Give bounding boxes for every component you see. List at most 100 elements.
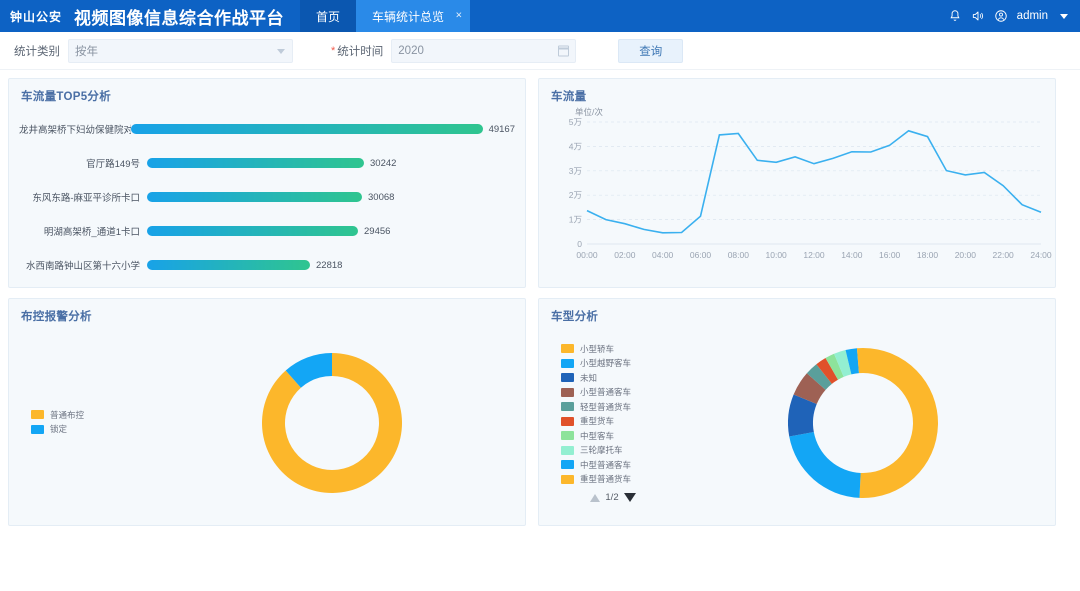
legend-swatch <box>561 474 574 484</box>
chevron-down-icon[interactable] <box>1060 13 1068 19</box>
legend-label: 小型轿车 <box>580 343 615 354</box>
legend-label: 未知 <box>580 372 598 383</box>
donut-slice[interactable] <box>793 373 826 405</box>
legend-label: 中型客车 <box>580 430 615 441</box>
legend-label: 重型货车 <box>580 416 615 427</box>
bar-track: 30068 <box>147 192 515 203</box>
user-name[interactable]: admin <box>1016 10 1048 22</box>
legend-alarm: 普通布控锁定 <box>9 409 139 438</box>
donut-slice[interactable] <box>834 350 852 377</box>
bar-label: 明湖高架桥_通道1卡口 <box>43 227 140 238</box>
query-button[interactable]: 查询 <box>618 38 684 63</box>
donut-slice[interactable] <box>845 348 859 375</box>
bar-row: 龙井高架桥下妇幼保健院对面 49167 <box>19 112 515 146</box>
svg-text:20:00: 20:00 <box>955 250 977 260</box>
donut-slice[interactable] <box>806 364 832 390</box>
legend-swatch <box>561 358 574 368</box>
top-navigation-bar: 钟山公安 视频图像信息综合作战平台 首页 车辆统计总览 × admin <box>0 0 1080 32</box>
legend-swatch <box>561 416 574 426</box>
bar-fill[interactable] <box>147 158 364 168</box>
bell-icon[interactable] <box>948 9 962 23</box>
legend-label: 中型普通客车 <box>580 459 632 470</box>
statistic-category-value: 按年 <box>75 45 98 58</box>
bar-value: 29456 <box>364 225 391 237</box>
calendar-icon <box>558 45 570 56</box>
legend-label: 重型普通货车 <box>580 474 632 485</box>
legend-swatch <box>561 373 574 383</box>
bar-fill[interactable] <box>147 226 358 236</box>
bar-track: 49167 <box>130 123 515 135</box>
user-icon[interactable] <box>994 9 1008 23</box>
svg-text:18:00: 18:00 <box>917 250 939 260</box>
donut-slice[interactable] <box>788 394 817 437</box>
bar-label: 龙井高架桥下妇幼保健院对面 <box>19 125 131 136</box>
donut-slice[interactable] <box>859 348 938 498</box>
bar-value: 22818 <box>316 259 343 271</box>
donut-slice[interactable] <box>825 353 844 380</box>
svg-text:06:00: 06:00 <box>690 250 712 260</box>
tab-home[interactable]: 首页 <box>300 0 357 32</box>
legend-item[interactable]: 重型普通货车 <box>561 473 671 485</box>
legend-item[interactable]: 普通布控 <box>31 409 139 421</box>
bar-fill[interactable] <box>147 192 362 202</box>
triangle-down-icon[interactable] <box>623 493 636 503</box>
triangle-up-icon[interactable] <box>590 493 601 502</box>
bar-value: 30242 <box>370 157 397 169</box>
legend-swatch <box>561 402 574 412</box>
bar-label: 东风东路-麻亚平诊所卡口 <box>32 193 140 204</box>
bar-row: 水西南路钟山区第十六小学 22818 <box>19 248 515 282</box>
legend-swatch <box>31 410 44 419</box>
bar-row: 东风东路-麻亚平诊所卡口 30068 <box>19 180 515 214</box>
tab-vehicle-statistics[interactable]: 车辆统计总览 × <box>356 0 471 32</box>
legend-label: 轻型普通货车 <box>580 401 632 412</box>
legend-label: 小型普通客车 <box>580 387 632 398</box>
statistic-time-input[interactable]: 2020 <box>391 38 577 63</box>
donut-slice[interactable] <box>789 432 861 498</box>
statistic-category-field: 统计类别 按年 <box>14 38 293 63</box>
y-axis-unit-label: 单位/次 <box>575 107 603 117</box>
dashboard-row-bottom: 布控报警分析 普通布控 锁定 车型分析 小型轿车 小型越野客车 未知 小型普通客车 轻型普… <box>8 298 1072 526</box>
bar-chart-traffic-top5: 龙井高架桥下妇幼保健院对面 49167 官厅路149号 30242 东风东路-麻亚平诊所… <box>9 104 525 282</box>
speaker-icon[interactable] <box>971 9 985 23</box>
legend-swatch <box>561 344 574 354</box>
legend-swatch <box>561 445 574 455</box>
svg-text:12:00: 12:00 <box>803 250 825 260</box>
statistic-category-select[interactable]: 按年 <box>68 38 293 63</box>
legend-item[interactable]: 小型普通客车 <box>561 386 671 398</box>
legend-item[interactable]: 中型普通客车 <box>561 459 671 471</box>
close-icon[interactable]: × <box>455 9 463 22</box>
legend-item[interactable]: 三轮摩托车 <box>561 444 671 456</box>
bar-label: 水西南路钟山区第十六小学 <box>25 261 140 272</box>
query-button-label: 查询 <box>639 45 663 58</box>
bar-track: 22818 <box>147 260 515 271</box>
donut-holder-vehicle <box>671 343 1055 503</box>
legend-item[interactable]: 锁定 <box>31 423 139 435</box>
legend-item[interactable]: 小型轿车 <box>561 343 671 355</box>
legend-item[interactable]: 重型货车 <box>561 415 671 427</box>
bar-fill[interactable] <box>147 260 310 270</box>
logo-text: 钟山公安 <box>10 9 63 24</box>
svg-text:16:00: 16:00 <box>879 250 901 260</box>
legend-swatch <box>31 424 44 434</box>
required-mark: * <box>331 44 336 57</box>
bar-fill[interactable] <box>130 124 483 134</box>
panel-title-traffic-flow: 车流量 <box>551 91 587 103</box>
top-bar-actions: admin <box>948 0 1068 32</box>
legend-item[interactable]: 未知 <box>561 372 671 384</box>
svg-text:24:00: 24:00 <box>1030 250 1052 260</box>
svg-text:22:00: 22:00 <box>993 250 1015 260</box>
donut-chart-alarm <box>262 353 402 493</box>
legend-item[interactable]: 小型越野客车 <box>561 357 671 369</box>
legend-item[interactable]: 轻型普通货车 <box>561 401 671 413</box>
donut-slice[interactable] <box>285 353 332 388</box>
legend-label: 锁定 <box>50 424 68 434</box>
bar-value: 49167 <box>488 123 515 135</box>
line-series-traffic <box>586 129 1042 234</box>
donut-slice[interactable] <box>262 353 402 493</box>
legend-item[interactable]: 中型客车 <box>561 430 671 442</box>
dashboard-content: 车流量TOP5分析 龙井高架桥下妇幼保健院对面 49167 官厅路149号 30242… <box>0 70 1080 534</box>
panel-traffic-top5: 车流量TOP5分析 龙井高架桥下妇幼保健院对面 49167 官厅路149号 30242… <box>8 78 526 288</box>
svg-text:10:00: 10:00 <box>766 250 788 260</box>
donut-slice[interactable] <box>816 358 838 384</box>
donut-slice[interactable] <box>856 348 863 374</box>
